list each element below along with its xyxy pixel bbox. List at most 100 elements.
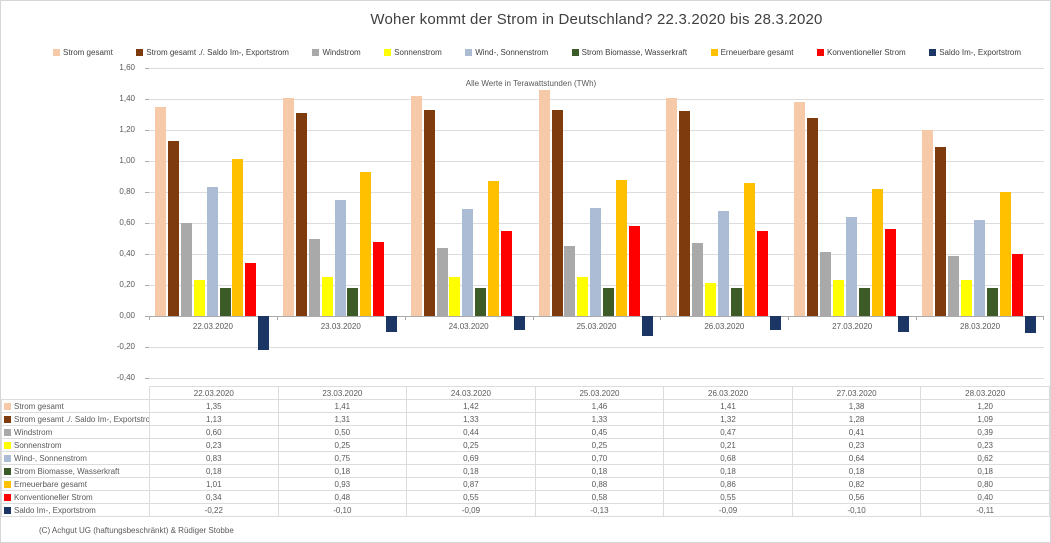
value-cell: 1,31 (277, 412, 408, 426)
table-row: Saldo Im-, Exportstrom -0,22 -0,10 -0,09 -0,… (1, 503, 1050, 517)
value-cell: 0,18 (663, 464, 793, 478)
value-cell: 1,35 (149, 399, 279, 413)
chart-bar (513, 316, 525, 330)
y-axis-label: -0,20 (116, 342, 135, 351)
value-cell: 1,41 (277, 399, 408, 413)
value-cell: -0,10 (791, 503, 922, 517)
table-row: Strom gesamt ./. Saldo Im-, Exportstrom 1… (1, 412, 1050, 426)
legend-label: Sonnenstrom (394, 48, 442, 57)
table-corner-cell (1, 386, 150, 400)
value-cell: 0,88 (534, 477, 665, 491)
chart-bar (360, 171, 372, 316)
gridline (149, 99, 1044, 100)
date-header-cell: 23.03.2020 (277, 386, 408, 400)
legend-label: Strom gesamt ./. Saldo Im-, Exportstrom (146, 48, 289, 57)
y-axis-tick (145, 130, 149, 131)
chart-bar (219, 288, 231, 316)
value-cell: 1,38 (791, 399, 922, 413)
chart-bar (845, 216, 857, 316)
value-cell: 0,18 (277, 464, 408, 478)
x-axis-label: 27.03.2020 (832, 322, 873, 331)
legend-label: Wind-, Sonnenstrom (475, 48, 549, 57)
row-label-cell: Strom gesamt (1, 399, 150, 413)
gridline (149, 192, 1044, 193)
y-axis-tick (145, 99, 149, 100)
y-axis-tick (145, 254, 149, 255)
date-header-cell: 22.03.2020 (149, 386, 279, 400)
x-axis-tick (916, 316, 917, 320)
value-cell: 1,33 (406, 412, 536, 426)
chart-bar (167, 140, 179, 316)
value-cell: 0,44 (406, 425, 536, 439)
chart-bar (947, 255, 959, 317)
value-cell: 0,23 (149, 438, 279, 452)
chart-bar (258, 316, 270, 351)
chart-bar (730, 288, 742, 316)
chart-bar (1012, 254, 1024, 316)
legend-item: Konventioneller Strom (817, 48, 906, 57)
y-axis-label: 0,20 (119, 280, 135, 289)
table-header-row: 22.03.2020 23.03.2020 24.03.2020 25.03.2020… (1, 386, 1050, 400)
chart-bar (449, 277, 461, 317)
value-cell: 0,18 (406, 464, 536, 478)
chart-bar (858, 288, 870, 316)
date-header-cell: 27.03.2020 (791, 386, 922, 400)
value-cell: 0,82 (791, 477, 922, 491)
chart-bar (462, 209, 474, 316)
chart-bar (897, 316, 909, 332)
chart-bar (232, 159, 244, 316)
row-label-cell: Saldo Im-, Exportstrom (1, 503, 150, 517)
value-cell: 0,64 (791, 451, 922, 465)
row-label-cell: Windstrom (1, 425, 150, 439)
y-axis-tick (145, 378, 149, 379)
value-cell: 0,18 (791, 464, 922, 478)
value-cell: 0,41 (791, 425, 922, 439)
chart-bar (1025, 316, 1037, 334)
value-cell: 0,87 (406, 477, 536, 491)
value-cell: 0,18 (920, 464, 1050, 478)
value-cell: 1,46 (534, 399, 665, 413)
row-label-cell: Wind-, Sonnenstrom (1, 451, 150, 465)
chart-bar (820, 252, 832, 316)
date-header-cell: 25.03.2020 (534, 386, 665, 400)
row-label-cell: Konventioneller Strom (1, 490, 150, 504)
table-row: Strom gesamt 1,35 1,41 1,42 1,46 1,41 1,38 1,20 (1, 399, 1050, 413)
value-cell: 0,40 (920, 490, 1050, 504)
y-axis-label: 1,00 (119, 156, 135, 165)
x-axis-label: 26.03.2020 (704, 322, 745, 331)
chart-bar (308, 238, 320, 316)
chart-bar (743, 182, 755, 316)
legend-swatch-icon (817, 49, 824, 56)
value-cell: -0,13 (534, 503, 665, 517)
copyright-footer: (C) Achgut UG (haftungsbeschränkt) & Rüd… (39, 526, 234, 535)
y-axis-tick (145, 68, 149, 69)
value-cell: 0,23 (791, 438, 922, 452)
chart-bar (769, 316, 781, 330)
y-axis-label: 0,00 (119, 311, 135, 320)
value-cell: 1,33 (534, 412, 665, 426)
value-cell: 0,39 (920, 425, 1050, 439)
y-axis-label: 0,60 (119, 218, 135, 227)
legend-swatch-icon (465, 49, 473, 56)
legend-swatch-icon (312, 49, 320, 56)
y-axis-tick (145, 316, 149, 317)
row-label-cell: Strom Biomasse, Wasserkraft (1, 464, 150, 478)
value-cell: 1,09 (920, 412, 1050, 426)
value-cell: 0,18 (149, 464, 279, 478)
chart-bar (577, 277, 589, 317)
date-header-cell: 26.03.2020 (663, 386, 793, 400)
chart-bar (193, 280, 205, 316)
chart-bar (551, 109, 563, 316)
value-cell: 0,34 (149, 490, 279, 504)
x-axis-tick (277, 316, 278, 320)
value-cell: 0,58 (534, 490, 665, 504)
value-cell: 0,50 (277, 425, 408, 439)
legend-swatch-icon (929, 49, 937, 56)
value-cell: 0,62 (920, 451, 1050, 465)
chart-bar (986, 288, 998, 316)
legend-swatch-icon (53, 49, 60, 56)
chart-bar (628, 226, 640, 316)
value-cell: 1,01 (149, 477, 279, 491)
y-axis-label: -0,40 (116, 373, 135, 382)
